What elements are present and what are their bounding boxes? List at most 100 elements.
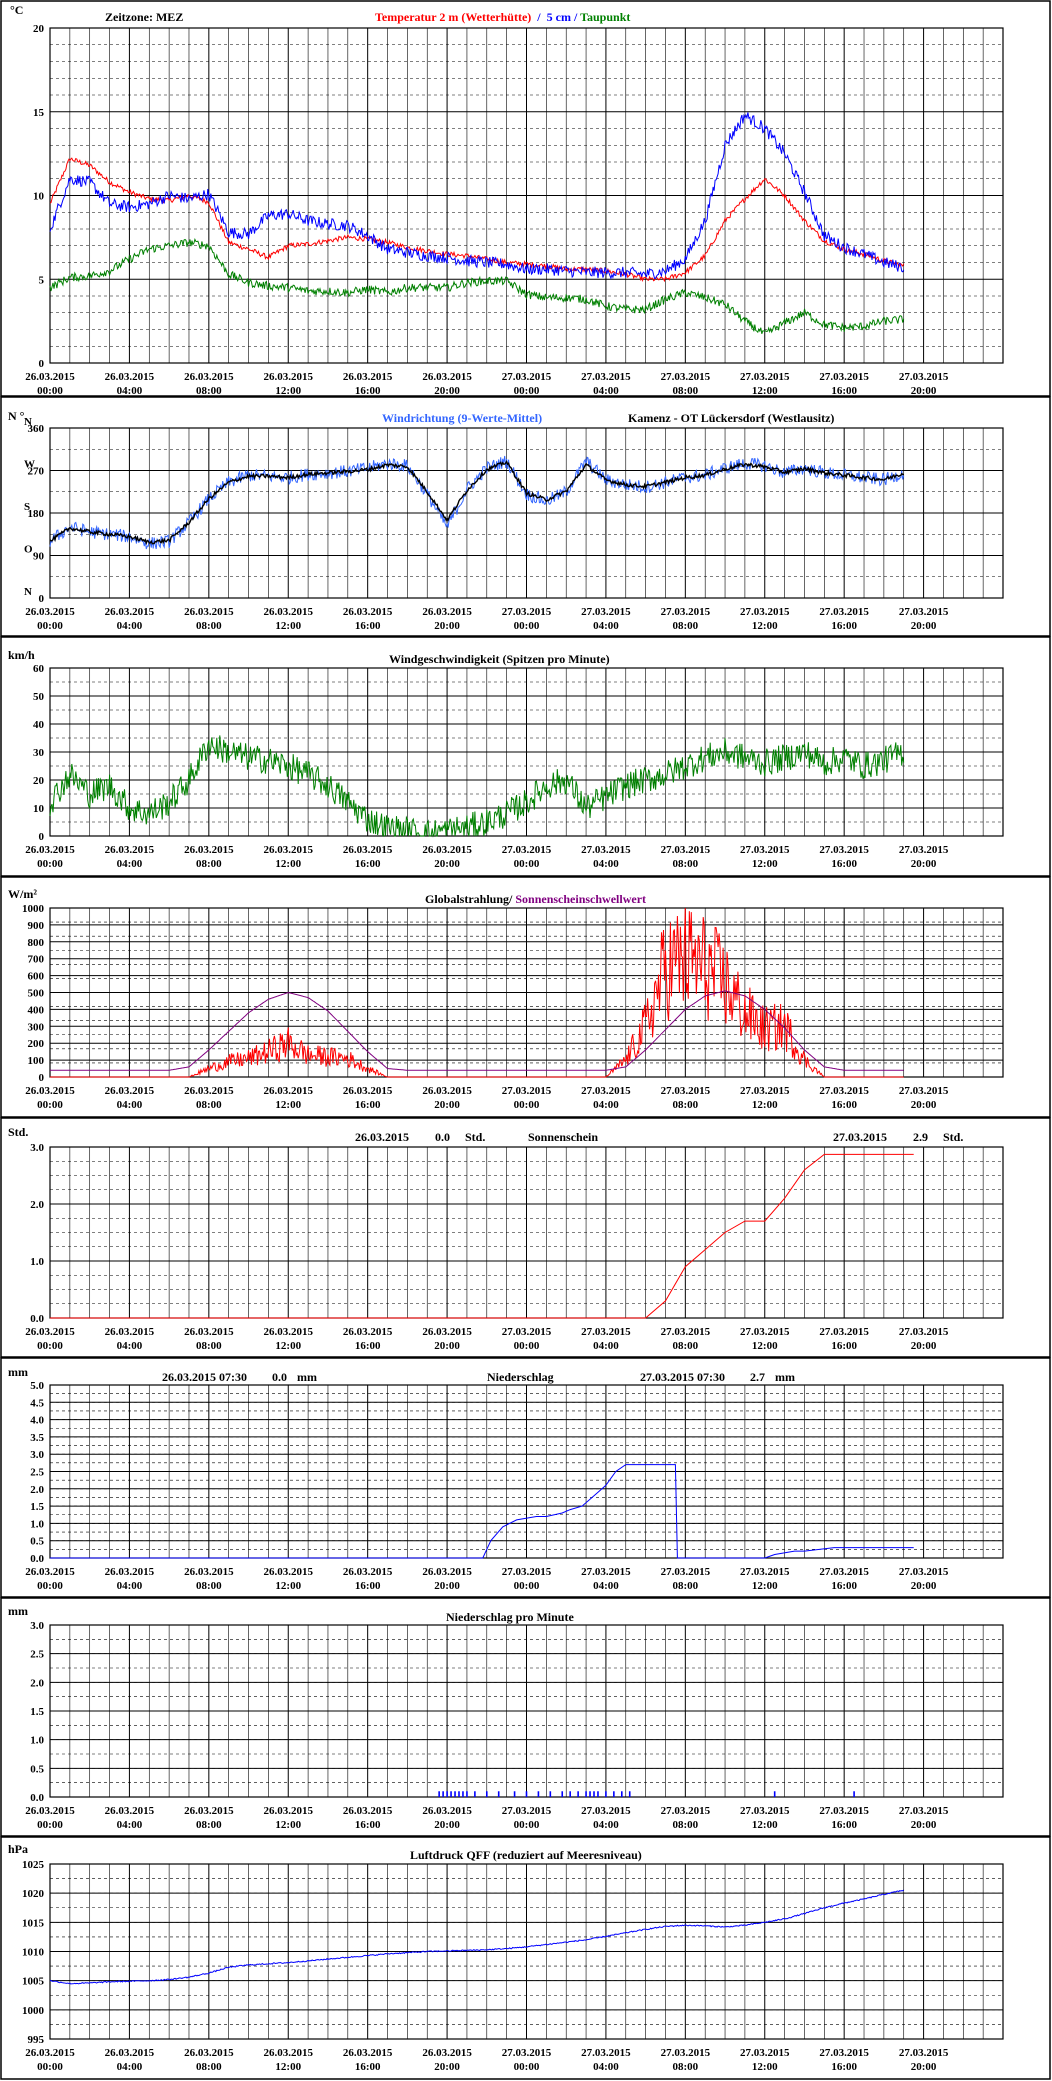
x-tick-date: 26.03.2015: [264, 1326, 314, 1338]
precip-bar: [450, 1791, 452, 1797]
y-tick-label: 0: [39, 1072, 45, 1084]
x-tick-date: 26.03.2015: [264, 371, 314, 383]
x-tick-date: 27.03.2015: [661, 844, 711, 856]
x-tick-time: 20:00: [911, 1580, 937, 1592]
grid: [49, 427, 1004, 599]
precip-bar: [438, 1791, 440, 1797]
y-tick-label: 0.0: [30, 1792, 44, 1804]
x-tick-time: 08:00: [196, 1340, 222, 1352]
precip-bar: [537, 1791, 540, 1797]
y-tick-label: 100: [28, 1055, 45, 1067]
x-tick-date: 27.03.2015: [819, 371, 869, 383]
x-tick-time: 16:00: [831, 2061, 857, 2073]
y-tick-label: 20: [33, 775, 45, 787]
series-line: [49, 455, 905, 550]
plot-frame: [49, 1863, 1004, 2040]
x-tick-time: 04:00: [593, 620, 619, 632]
x-tick-date: 26.03.2015: [25, 1085, 75, 1097]
x-tick-date: 27.03.2015: [740, 1085, 790, 1097]
precip-bar: [513, 1791, 516, 1797]
precip-bar: [561, 1791, 564, 1797]
series-line: [50, 990, 904, 1071]
x-tick-time: 00:00: [37, 1580, 63, 1592]
y-tick-label: 600: [28, 971, 45, 983]
x-tick-date: 27.03.2015: [819, 1805, 869, 1817]
x-tick-time: 08:00: [672, 1099, 698, 1111]
x-tick-time: 12:00: [752, 858, 778, 870]
x-tick-time: 16:00: [355, 2061, 381, 2073]
x-tick-date: 27.03.2015: [581, 1566, 631, 1578]
precip-bar: [621, 1791, 623, 1797]
precip-day1-unit: mm: [297, 1370, 317, 1384]
y-tick-label: 1.0: [30, 1518, 44, 1530]
y-tick-label: 1020: [22, 1888, 45, 1900]
y-tick-label: 60: [33, 663, 45, 675]
y-tick-label: 2.0: [30, 1199, 44, 1211]
x-tick-time: 20:00: [911, 1819, 937, 1831]
x-tick-time: 00:00: [514, 858, 540, 870]
precip-bar: [474, 1791, 476, 1797]
x-tick-date: 26.03.2015: [264, 1566, 314, 1578]
y-tick-label: 700: [28, 954, 45, 966]
precip-day1-date: 26.03.2015 07:30: [162, 1370, 247, 1384]
x-tick-date: 27.03.2015: [661, 606, 711, 618]
x-tick-date: 26.03.2015: [105, 1566, 155, 1578]
temperature-chart: °C Zeitzone: MEZ Temperatur 2 m (Wetterh…: [10, 3, 1004, 397]
x-tick-date: 26.03.2015: [264, 2047, 314, 2059]
precip-day2-value: 2.7: [750, 1370, 765, 1384]
x-tick-time: 20:00: [434, 1819, 460, 1831]
x-tick-time: 20:00: [911, 858, 937, 870]
grid: [49, 907, 1004, 1078]
y-tick-label: 200: [28, 1038, 45, 1050]
x-tick-time: 04:00: [117, 620, 143, 632]
x-tick-date: 26.03.2015: [105, 2047, 155, 2059]
series-line: [49, 112, 905, 280]
x-tick-time: 08:00: [672, 1580, 698, 1592]
x-tick-date: 27.03.2015: [502, 606, 552, 618]
y-tick-label: 1.5: [30, 1706, 44, 1718]
x-tick-time: 20:00: [434, 858, 460, 870]
y-tick-label: 1.5: [30, 1501, 44, 1513]
x-tick-time: 20:00: [434, 620, 460, 632]
precip-bar: [853, 1791, 855, 1797]
x-tick-time: 20:00: [434, 1340, 460, 1352]
x-tick-date: 26.03.2015: [343, 1566, 393, 1578]
x-tick-date: 26.03.2015: [105, 1326, 155, 1338]
x-tick-time: 20:00: [434, 1099, 460, 1111]
x-tick-time: 00:00: [514, 1340, 540, 1352]
x-tick-time: 08:00: [672, 620, 698, 632]
x-tick-date: 27.03.2015: [740, 1566, 790, 1578]
x-tick-time: 20:00: [911, 1099, 937, 1111]
x-tick-date: 26.03.2015: [25, 844, 75, 856]
x-tick-date: 27.03.2015: [502, 2047, 552, 2059]
x-tick-time: 12:00: [752, 1099, 778, 1111]
x-tick-date: 26.03.2015: [422, 606, 472, 618]
x-tick-time: 16:00: [831, 620, 857, 632]
precip-bar: [605, 1791, 607, 1797]
y-tick-label: 0.5: [30, 1763, 44, 1775]
title-5cm: 5 cm: [547, 10, 571, 24]
x-tick-time: 08:00: [196, 2061, 222, 2073]
x-tick-time: 04:00: [593, 858, 619, 870]
y-tick-label: 1.0: [30, 1256, 44, 1268]
x-tick-time: 08:00: [672, 2061, 698, 2073]
x-tick-time: 16:00: [831, 1340, 857, 1352]
x-tick-time: 08:00: [672, 858, 698, 870]
x-tick-time: 12:00: [275, 385, 301, 397]
x-tick-date: 26.03.2015: [343, 606, 393, 618]
panel-border: [0, 1597, 1051, 1837]
sunshine-chart: Std. 26.03.2015 0.0 Std. Sonnenschein 27…: [8, 1125, 1004, 1352]
y-tick-label: 300: [28, 1021, 45, 1033]
x-tick-date: 26.03.2015: [422, 371, 472, 383]
x-tick-time: 16:00: [355, 620, 381, 632]
x-tick-date: 26.03.2015: [25, 606, 75, 618]
x-tick-time: 12:00: [752, 2061, 778, 2073]
x-tick-time: 08:00: [672, 385, 698, 397]
x-tick-date: 27.03.2015: [661, 371, 711, 383]
x-tick-date: 26.03.2015: [264, 844, 314, 856]
panel-border: [0, 636, 1051, 877]
y-tick-label: 1005: [22, 1976, 45, 1988]
x-tick-time: 00:00: [37, 385, 63, 397]
title-sunshine-threshold: Sonnenscheinschwellwert: [515, 892, 646, 906]
